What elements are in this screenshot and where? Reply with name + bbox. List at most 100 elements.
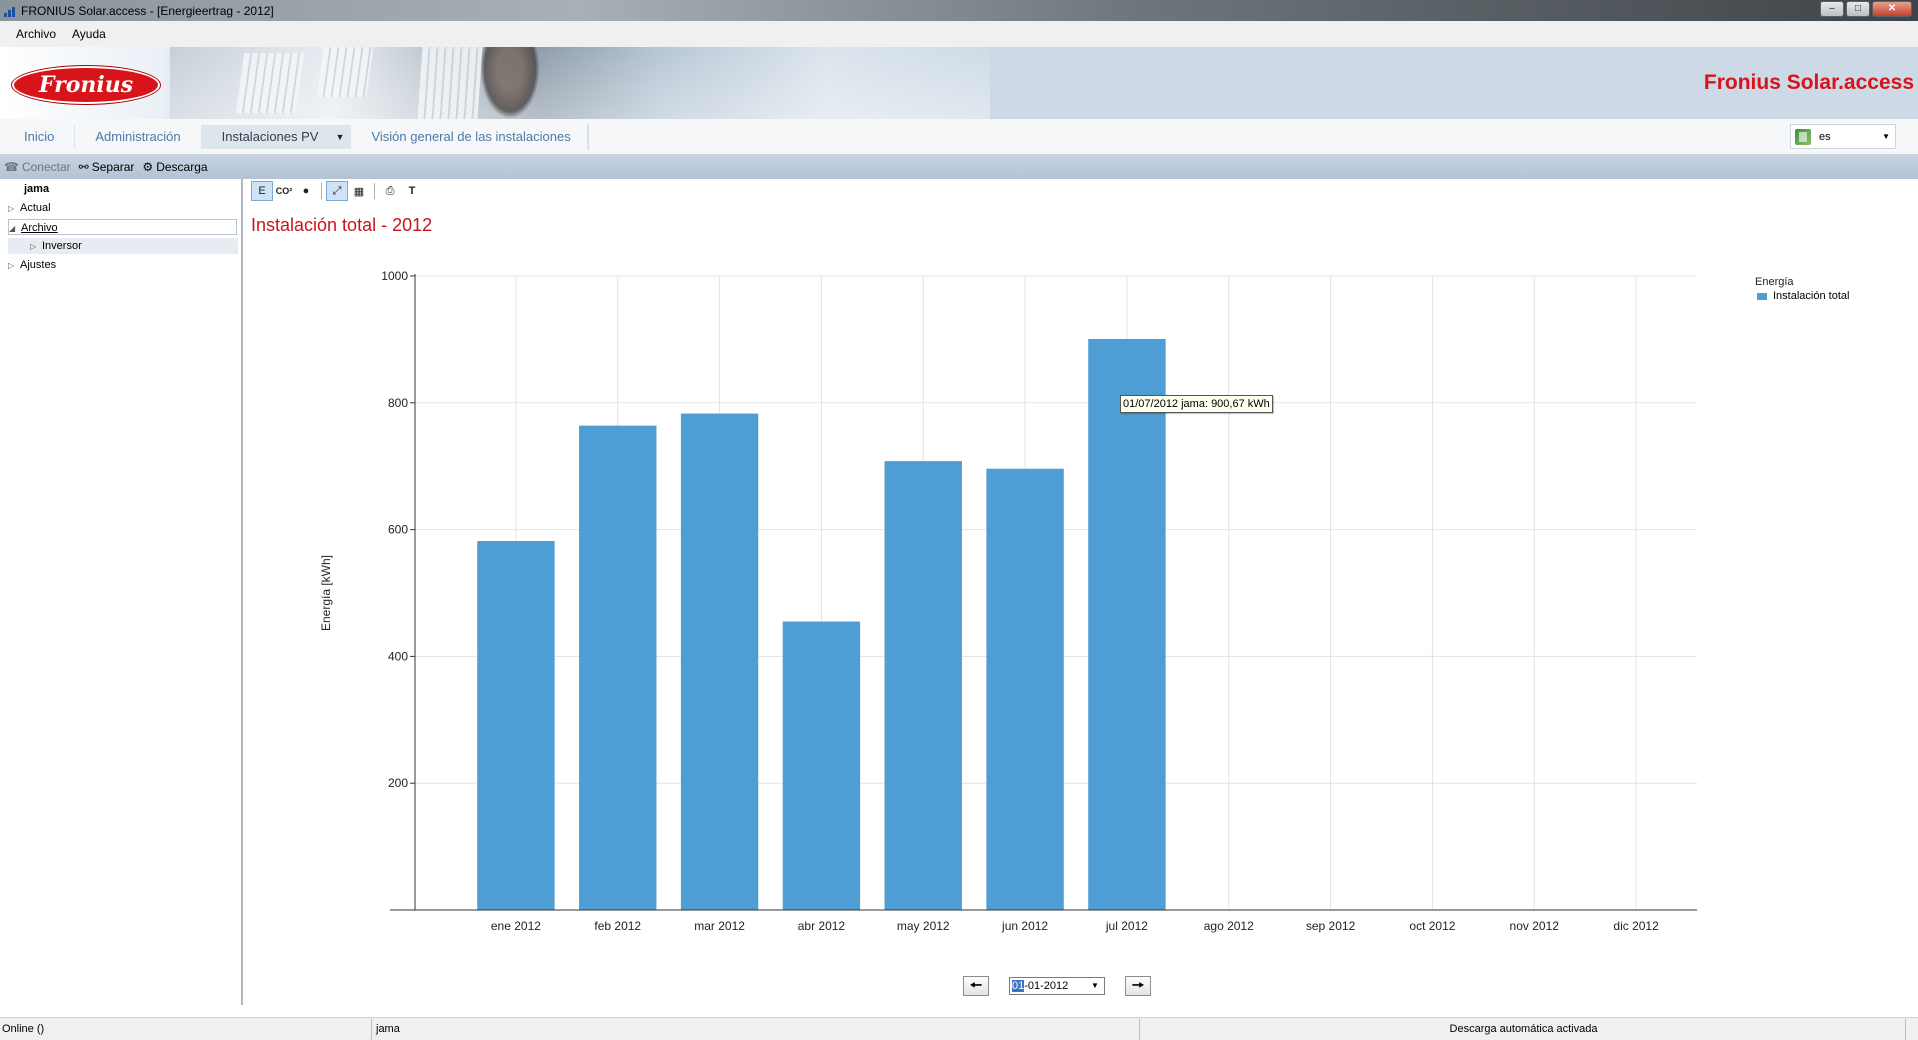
tab-instalaciones-pv-label: Instalaciones PV xyxy=(221,129,319,144)
language-value: es xyxy=(1819,130,1831,143)
bar-mar-2012[interactable] xyxy=(680,413,759,910)
status-message: Descarga automática activada xyxy=(1140,1018,1906,1040)
window-title-bar: FRONIUS Solar.access - [Energieertrag - … xyxy=(0,0,1918,21)
print-icon[interactable]: ⎙ xyxy=(385,184,395,197)
chevron-down-icon: ▼ xyxy=(1882,132,1890,141)
bar-abr-2012[interactable] xyxy=(782,621,861,910)
tree-item-label: Actual xyxy=(20,202,51,214)
legend-swatch xyxy=(1757,292,1767,300)
zoom-fit-icon[interactable]: ⤢ xyxy=(326,181,348,201)
chevron-down-icon[interactable]: ▼ xyxy=(335,132,345,142)
tree-item-label: Ajustes xyxy=(20,259,57,271)
language-select[interactable]: es ▼ xyxy=(1790,124,1896,149)
banner-photo xyxy=(170,47,990,119)
bar-ene-2012[interactable] xyxy=(477,541,555,910)
chevron-down-icon[interactable]: ▼ xyxy=(1091,981,1099,990)
tree-item-actual[interactable]: ▷ Actual xyxy=(8,200,51,216)
chart-panel: E CO² ● ⤢ ▦ ⎙ T Instalación total - 2012… xyxy=(245,179,1918,1005)
y-tick-label: 800 xyxy=(388,396,408,410)
status-bar: Online () jama Descarga automática activ… xyxy=(0,1017,1918,1040)
fronius-logo: Fronius xyxy=(12,66,160,104)
app-icon xyxy=(4,5,16,17)
close-button[interactable]: ✕ xyxy=(1872,1,1912,17)
tree-item-label: Archivo xyxy=(21,222,58,234)
tab-administracion[interactable]: Administración xyxy=(75,125,202,149)
tab-instalaciones-pv[interactable]: Instalaciones PV ▼ xyxy=(201,125,352,149)
x-tick-label: oct 2012 xyxy=(1409,919,1455,933)
connection-toolbar: ☎ Conectar ⚯ Separar ⚙ Descarga xyxy=(0,155,1918,179)
connect-button[interactable]: ☎ Conectar xyxy=(4,160,71,174)
date-picker[interactable]: 01-01-2012 ▼ xyxy=(1009,977,1105,995)
x-tick-label: jul 2012 xyxy=(1105,919,1148,933)
legend-series-name: Instalación total xyxy=(1773,290,1850,302)
chart-legend: Energía Instalación total xyxy=(1755,276,1849,302)
date-navigator: 🠔 01-01-2012 ▼ 🠖 xyxy=(963,976,1151,996)
app-title: Fronius Solar.access xyxy=(1703,71,1914,94)
status-connection: Online () xyxy=(0,1018,372,1040)
menu-archivo[interactable]: Archivo xyxy=(16,27,57,41)
tab-inicio[interactable]: Inicio xyxy=(4,125,76,149)
bar-may-2012[interactable] xyxy=(884,461,962,910)
navigation-tree: jama ▷ Actual ◢ Archivo ▷ Inversor ▷ Ajustes xyxy=(0,179,243,1005)
nav-tab-row: Inicio Administración Instalaciones PV ▼… xyxy=(4,123,589,151)
phone-icon: ☎ xyxy=(4,160,19,174)
bar-tooltip: 01/07/2012 jama: 900,67 kWh xyxy=(1120,395,1273,413)
next-arrow-button[interactable]: 🠖 xyxy=(1125,976,1151,996)
legend-title: Energía xyxy=(1755,276,1794,288)
minimize-button[interactable]: – xyxy=(1820,1,1844,17)
main-navigation: Inicio Administración Instalaciones PV ▼… xyxy=(0,119,1918,155)
co2-view-button[interactable]: CO² xyxy=(275,186,293,196)
legend-item: Instalación total xyxy=(1755,290,1849,302)
x-tick-label: mar 2012 xyxy=(694,919,745,933)
x-tick-label: abr 2012 xyxy=(798,919,846,933)
disconnect-label: Separar xyxy=(91,160,135,174)
tree-item-ajustes[interactable]: ▷ Ajustes xyxy=(8,257,56,273)
window-title: FRONIUS Solar.access - [Energieertrag - … xyxy=(21,3,274,18)
disconnect-button[interactable]: ⚯ Separar xyxy=(79,160,135,174)
download-button[interactable]: ⚙ Descarga xyxy=(142,160,207,174)
y-tick-label: 200 xyxy=(388,776,408,790)
x-tick-label: jun 2012 xyxy=(1001,919,1048,933)
tree-root-jama[interactable]: jama xyxy=(24,183,50,195)
x-tick-label: nov 2012 xyxy=(1510,919,1560,933)
tree-item-archivo[interactable]: ◢ Archivo xyxy=(8,219,237,235)
collapse-icon[interactable]: ◢ xyxy=(9,224,16,233)
expand-icon[interactable]: ▷ xyxy=(8,261,15,270)
chart-title: Instalación total - 2012 xyxy=(251,215,433,235)
connect-label: Conectar xyxy=(21,160,71,174)
language-flag-icon xyxy=(1795,128,1811,145)
x-tick-label: may 2012 xyxy=(897,919,950,933)
maximize-button[interactable]: □ xyxy=(1846,1,1870,17)
menu-bar: Archivo Ayuda xyxy=(0,21,1918,47)
x-tick-label: ago 2012 xyxy=(1204,919,1254,933)
tab-vision-general[interactable]: Visión general de las instalaciones xyxy=(351,125,588,149)
bar-feb-2012[interactable] xyxy=(579,425,657,910)
x-tick-label: dic 2012 xyxy=(1613,919,1659,933)
previous-arrow-button[interactable]: 🠔 xyxy=(963,976,989,996)
chart-toolbar: E CO² ● ⤢ ▦ ⎙ T xyxy=(251,181,423,201)
y-tick-label: 400 xyxy=(388,649,408,663)
x-tick-label: sep 2012 xyxy=(1306,919,1356,933)
download-icon: ⚙ xyxy=(142,160,154,174)
y-axis-label: Energía [kWh] xyxy=(319,555,333,631)
x-tick-label: ene 2012 xyxy=(491,919,541,933)
disconnect-icon: ⚯ xyxy=(78,160,89,174)
grid-table-icon[interactable]: ▦ xyxy=(353,185,365,198)
tree-item-label: Inversor xyxy=(42,240,82,252)
energy-bar-chart: 200 400 600 800 1000 ene 2012 feb 2012 mar 2012… xyxy=(319,269,1697,933)
menu-ayuda[interactable]: Ayuda xyxy=(72,27,106,41)
x-tick-label: feb 2012 xyxy=(594,919,641,933)
y-tick-label: 600 xyxy=(388,523,408,537)
energy-view-button[interactable]: E xyxy=(251,181,273,201)
tree-item-inversor[interactable]: ▷ Inversor xyxy=(8,238,238,254)
bar-jun-2012[interactable] xyxy=(986,468,1064,910)
expand-icon[interactable]: ▷ xyxy=(30,242,37,251)
date-rest: -01-2012 xyxy=(1024,980,1069,992)
money-icon[interactable]: ● xyxy=(302,185,310,197)
logo-text: Fronius xyxy=(38,72,134,98)
window-controls: – □ ✕ xyxy=(1820,1,1912,17)
text-view-button[interactable]: T xyxy=(408,185,416,197)
bar-jul-2012[interactable] xyxy=(1088,338,1166,910)
header-banner: Fronius Fronius Solar.access xyxy=(0,47,1918,119)
expand-icon[interactable]: ▷ xyxy=(8,204,15,213)
